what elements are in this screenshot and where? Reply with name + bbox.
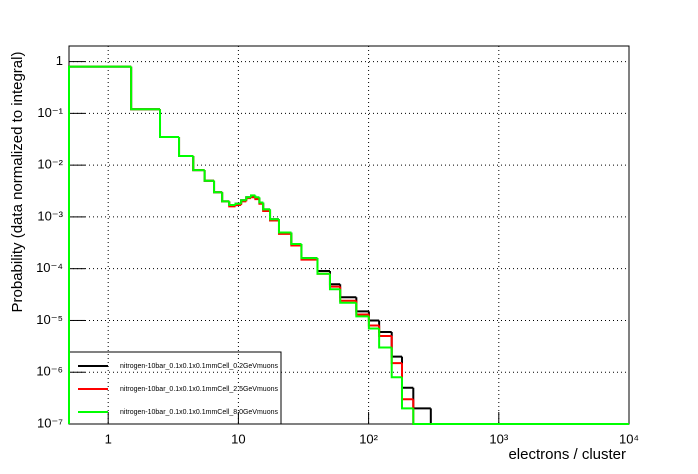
histogram-step	[213, 180, 223, 194]
histogram-step	[390, 336, 402, 365]
histogram-step	[269, 209, 279, 221]
histogram-step	[130, 66, 161, 111]
histogram-step	[262, 202, 271, 211]
y-tick-label: 10⁻¹	[37, 105, 63, 120]
histogram-step	[159, 109, 180, 138]
histogram-step	[269, 209, 279, 221]
histogram-step	[400, 377, 414, 410]
histogram-step	[250, 194, 256, 198]
histogram-step	[367, 311, 380, 322]
y-tick-label: 10⁻²	[37, 157, 63, 172]
histogram-step	[254, 195, 260, 199]
x-axis-title: electrons / cluster	[508, 446, 626, 463]
histogram-step	[355, 302, 369, 318]
y-axis-title: Probability (data normalized to integral…	[9, 52, 26, 313]
histogram-step	[192, 156, 205, 172]
histogram-step	[234, 202, 242, 205]
histogram-step	[245, 196, 252, 201]
histogram-step	[221, 192, 230, 203]
histogram-step	[262, 202, 271, 211]
histogram-step	[328, 271, 341, 286]
y-tick-label: 10⁻⁵	[36, 312, 63, 327]
histogram-step	[328, 273, 341, 291]
y-tick-label: 10⁻⁷	[37, 415, 63, 430]
legend-label: nitrogen-10bar_0.1x0.1x0.1mmCell_0.2GeVm…	[120, 363, 278, 370]
histogram-step	[221, 192, 230, 203]
histogram-step	[203, 170, 215, 182]
y-tick-label: 1	[56, 53, 63, 68]
histogram-step	[213, 180, 223, 194]
histogram-step	[412, 408, 431, 425]
histogram-step	[130, 66, 161, 111]
x-tick-label: 10⁴	[619, 431, 639, 446]
y-tick-label: 10⁻⁴	[36, 260, 63, 275]
histogram-step	[130, 66, 161, 111]
histogram-step	[367, 316, 380, 330]
histogram-step	[355, 300, 369, 316]
x-tick-label: 10	[231, 431, 245, 446]
histogram-step	[290, 232, 302, 245]
histogram-step	[412, 399, 431, 425]
histogram-step	[316, 258, 330, 273]
histogram-step	[300, 243, 318, 260]
histogram-step	[400, 356, 414, 389]
histogram-step	[378, 325, 392, 338]
x-tick-label: 10²	[359, 431, 378, 446]
legend-label: nitrogen-10bar_0.1x0.1x0.1mmCell_8.0GeVm…	[120, 409, 278, 416]
histogram-step	[221, 192, 230, 203]
y-tick-label: 10⁻⁶	[36, 364, 63, 379]
histogram-step	[400, 363, 414, 401]
histogram-step	[339, 289, 357, 304]
histogram-step	[258, 197, 264, 204]
histogram-step	[228, 201, 236, 206]
histogram-step	[178, 136, 194, 158]
histogram-step	[178, 136, 194, 158]
histogram-step	[316, 258, 330, 275]
histogram-step	[240, 199, 247, 204]
histogram-step	[68, 65, 132, 424]
histogram-step	[203, 170, 215, 182]
histogram-step	[378, 328, 392, 349]
x-tick-label: 10³	[489, 431, 508, 446]
histogram-step	[378, 320, 392, 333]
histogram-step	[192, 156, 205, 172]
histogram-step	[203, 170, 215, 182]
histogram-step	[339, 286, 357, 302]
histogram-step	[192, 156, 205, 172]
histogram-step	[355, 297, 369, 313]
y-tick-label: 10⁻³	[37, 208, 63, 223]
x-tick-label: 1	[105, 431, 112, 446]
histogram-step	[178, 136, 194, 158]
histogram-step	[290, 232, 302, 245]
histogram-step	[429, 408, 629, 425]
histogram-step	[339, 284, 357, 299]
histogram-step	[213, 180, 223, 194]
histogram-step	[277, 219, 292, 234]
legend-label: nitrogen-10bar_0.1x0.1x0.1mmCell_2.5GeVm…	[120, 386, 278, 393]
histogram-step	[412, 387, 431, 410]
histogram-step	[390, 331, 402, 358]
histogram-step	[390, 347, 402, 379]
histogram-step	[300, 243, 318, 260]
histogram-step	[277, 219, 292, 234]
